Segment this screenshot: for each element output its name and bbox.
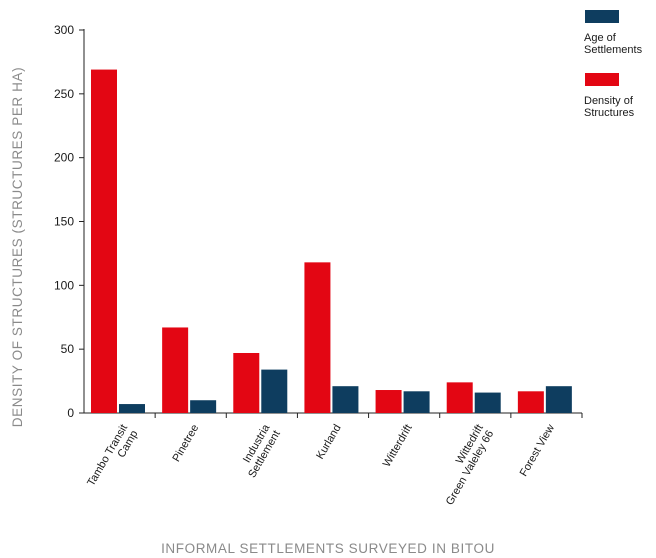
y-tick-label: 250: [54, 87, 74, 101]
bar-age: [119, 404, 145, 413]
bar-density: [304, 262, 331, 413]
y-tick-label: 0: [67, 406, 74, 420]
y-tick-label: 150: [54, 215, 74, 229]
bar-density: [162, 327, 189, 413]
bar-density: [233, 352, 260, 413]
bar-age: [545, 386, 572, 413]
y-tick-label: 300: [54, 23, 74, 37]
y-tick-label: 200: [54, 151, 74, 165]
bar-age: [332, 386, 359, 413]
x-axis-title: INFORMAL SETTLEMENTS SURVEYED IN BITOU: [161, 541, 495, 556]
x-tick-label: Witterdrift: [381, 423, 415, 470]
x-tick-label: Kurland: [314, 423, 343, 462]
x-tick-label: Tambo TransitCamp: [85, 423, 140, 495]
x-tick-label: IndustriaSettlement: [236, 422, 284, 480]
bar-density: [446, 382, 473, 413]
y-tick-label: 50: [61, 342, 75, 356]
bar-age: [190, 400, 217, 413]
legend-label: Density of Structures: [584, 95, 635, 119]
legend-label: Age of Settlements: [584, 32, 643, 56]
x-tick-label: WittedriftGreen Valeley 66: [433, 423, 496, 508]
bar-age: [261, 369, 288, 413]
legend-swatch: [585, 73, 619, 86]
bar-age: [474, 392, 501, 413]
x-tick-label: Forest View: [518, 422, 557, 478]
bar-density: [91, 69, 117, 414]
x-tick-label: Pinetree: [170, 423, 201, 464]
bar-density: [375, 390, 402, 413]
legend-swatch: [585, 10, 619, 23]
y-tick-label: 100: [54, 278, 74, 292]
bar-age: [403, 391, 430, 413]
bar-density: [517, 391, 544, 413]
y-axis-title: DENSITY OF STRUCTURES (STRUCTURES PER HA…: [10, 67, 25, 427]
